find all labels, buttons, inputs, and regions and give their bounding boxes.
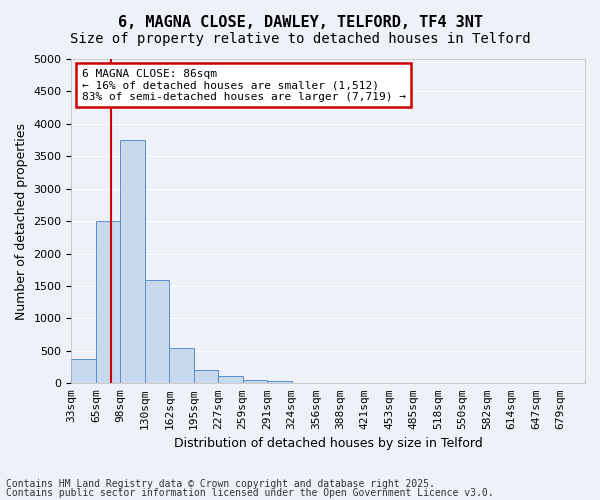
Text: Contains public sector information licensed under the Open Government Licence v3: Contains public sector information licen… xyxy=(6,488,494,498)
Bar xyxy=(218,376,242,384)
X-axis label: Distribution of detached houses by size in Telford: Distribution of detached houses by size … xyxy=(174,437,482,450)
Y-axis label: Number of detached properties: Number of detached properties xyxy=(15,122,28,320)
Bar xyxy=(194,370,218,384)
Bar xyxy=(121,140,145,384)
Bar xyxy=(145,280,169,384)
Text: 6, MAGNA CLOSE, DAWLEY, TELFORD, TF4 3NT: 6, MAGNA CLOSE, DAWLEY, TELFORD, TF4 3NT xyxy=(118,15,482,30)
Bar xyxy=(96,221,121,384)
Bar xyxy=(169,348,194,384)
Bar xyxy=(242,380,267,384)
Text: Contains HM Land Registry data © Crown copyright and database right 2025.: Contains HM Land Registry data © Crown c… xyxy=(6,479,435,489)
Bar xyxy=(71,358,96,384)
Bar xyxy=(267,382,292,384)
Text: Size of property relative to detached houses in Telford: Size of property relative to detached ho… xyxy=(70,32,530,46)
Text: 6 MAGNA CLOSE: 86sqm
← 16% of detached houses are smaller (1,512)
83% of semi-de: 6 MAGNA CLOSE: 86sqm ← 16% of detached h… xyxy=(82,68,406,102)
Bar xyxy=(292,382,316,384)
